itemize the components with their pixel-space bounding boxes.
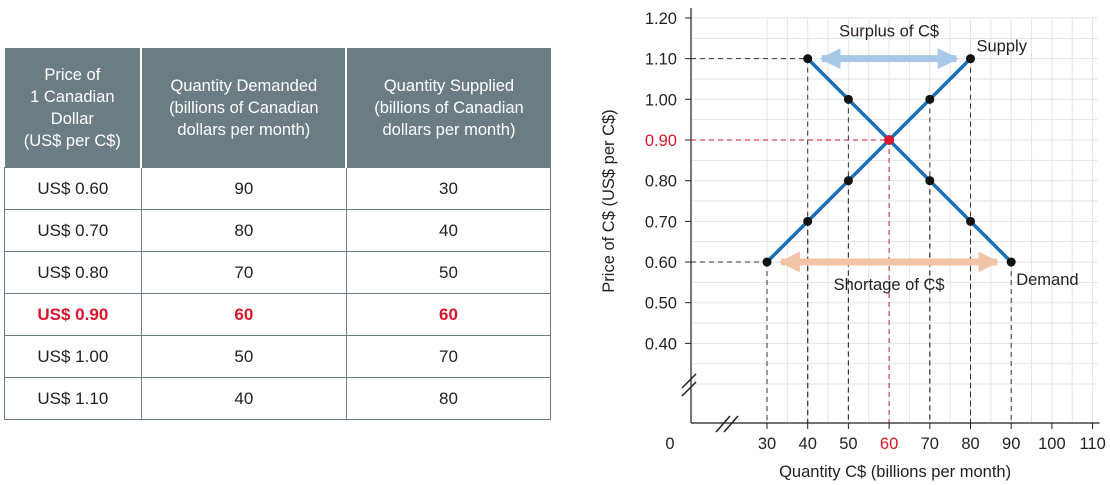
quantity-supplied-cell: 30 xyxy=(345,167,552,210)
x-tick-label: 110 xyxy=(1079,435,1105,453)
price-cell: US$ 1.00 xyxy=(4,335,142,378)
exchange-rate-table: Price of 1 Canadian Dollar (US$ per C$) … xyxy=(4,48,552,420)
x-axis-title: Quantity C$ (billions per month) xyxy=(779,463,1011,481)
y-tick-label: 0.70 xyxy=(645,213,677,231)
foreign-exchange-market-chart: 0.40 0.50 0.60 0.70 0.80 0.90 1.00 1.10 1.20 0 30 4… xyxy=(600,8,1106,481)
quantity-demanded-cell: 90 xyxy=(140,167,347,210)
header-price: Price of 1 Canadian Dollar (US$ per C$) xyxy=(4,48,143,168)
y-tick-label: 0.60 xyxy=(645,254,677,272)
supply-point xyxy=(762,257,772,267)
y-tick-label: 1.10 xyxy=(645,51,677,69)
quantity-demanded-cell: 60 xyxy=(140,293,347,336)
x-tick-label: 30 xyxy=(758,435,776,453)
price-cell: US$ 0.70 xyxy=(4,209,142,252)
x-tick-label: 80 xyxy=(961,435,979,453)
quantity-supplied-cell: 70 xyxy=(345,335,552,378)
demand-point xyxy=(843,94,853,104)
price-cell: US$ 0.80 xyxy=(4,251,142,294)
price-cell: US$ 1.10 xyxy=(4,377,142,420)
demand-point xyxy=(966,216,975,226)
quantity-supplied-cell: 80 xyxy=(345,377,552,420)
table-body: US$ 0.60 90 30 US$ 0.70 80 40 US$ 0.80 70 50 US$ … xyxy=(4,167,552,420)
annotation-arrows xyxy=(778,48,1000,273)
quantity-supplied-cell: 40 xyxy=(345,209,552,252)
x-axis-break xyxy=(715,415,731,433)
demand-curve xyxy=(806,57,1013,264)
x-tick-label: 40 xyxy=(799,435,817,453)
equilibrium-point xyxy=(884,135,895,146)
y-axis-title: Price of C$ (US$ per C$) xyxy=(600,109,618,292)
y-tick-label: 0.50 xyxy=(645,295,677,313)
curves xyxy=(765,57,1013,264)
table-row: US$ 0.70 80 40 xyxy=(4,209,552,252)
price-cell: US$ 0.60 xyxy=(4,167,142,210)
quantity-demanded-cell: 40 xyxy=(140,377,347,420)
chart-labels: 0.40 0.50 0.60 0.70 0.80 0.90 1.00 1.10 1.20 0 30 4… xyxy=(600,10,1106,481)
quantity-demanded-cell: 50 xyxy=(140,335,347,378)
supply-label: Supply xyxy=(977,38,1028,56)
demand-point xyxy=(1006,257,1016,267)
x-tick-label: 100 xyxy=(1038,435,1066,453)
y-tick-label: 1.20 xyxy=(645,10,677,28)
supply-point xyxy=(925,94,935,104)
table-row: US$ 1.10 40 80 xyxy=(4,377,552,420)
x-tick-label: 50 xyxy=(839,435,857,453)
quantity-supplied-cell: 60 xyxy=(345,293,552,336)
demand-point xyxy=(925,176,935,186)
y-axis-break xyxy=(681,381,697,397)
guide-lines xyxy=(691,58,1012,423)
supply-point xyxy=(843,176,853,186)
x-tick-label: 70 xyxy=(921,435,939,453)
price-cell: US$ 0.90 xyxy=(4,293,142,336)
y-tick-label: 0.40 xyxy=(645,335,677,353)
header-quantity-supplied: Quantity Supplied (billions of Canadian … xyxy=(346,48,551,168)
demand-label: Demand xyxy=(1016,271,1078,289)
shortage-label: Shortage of C$ xyxy=(834,276,945,294)
table-row: US$ 0.60 90 30 xyxy=(4,167,552,210)
header-quantity-demanded: Quantity Demanded (billions of Canadian … xyxy=(141,48,348,168)
supply-point xyxy=(803,216,813,226)
demand-point xyxy=(803,54,813,64)
x-axis-break xyxy=(723,415,739,433)
quantity-demanded-cell: 70 xyxy=(140,251,347,294)
table-row: US$ 0.90 60 60 xyxy=(4,293,552,336)
table-header-row: Price of 1 Canadian Dollar (US$ per C$) … xyxy=(4,48,551,168)
x-tick-label: 0 xyxy=(665,435,674,453)
y-axis-break xyxy=(681,373,697,389)
quantity-supplied-cell: 50 xyxy=(345,251,552,294)
y-tick-label: 0.90 xyxy=(645,132,677,150)
surplus-label: Surplus of C$ xyxy=(839,23,939,41)
table-row: US$ 0.80 70 50 xyxy=(4,251,552,294)
y-tick-label: 1.00 xyxy=(645,91,677,109)
supply-curve xyxy=(765,57,972,264)
data-points xyxy=(762,54,1016,267)
quantity-demanded-cell: 80 xyxy=(140,209,347,252)
x-tick-label: 60 xyxy=(880,435,898,453)
y-tick-label: 0.80 xyxy=(645,173,677,191)
table-row: US$ 1.00 50 70 xyxy=(4,335,552,378)
x-tick-label: 90 xyxy=(1002,435,1020,453)
axes xyxy=(681,8,1100,433)
grid xyxy=(691,17,1098,423)
supply-point xyxy=(966,54,975,64)
